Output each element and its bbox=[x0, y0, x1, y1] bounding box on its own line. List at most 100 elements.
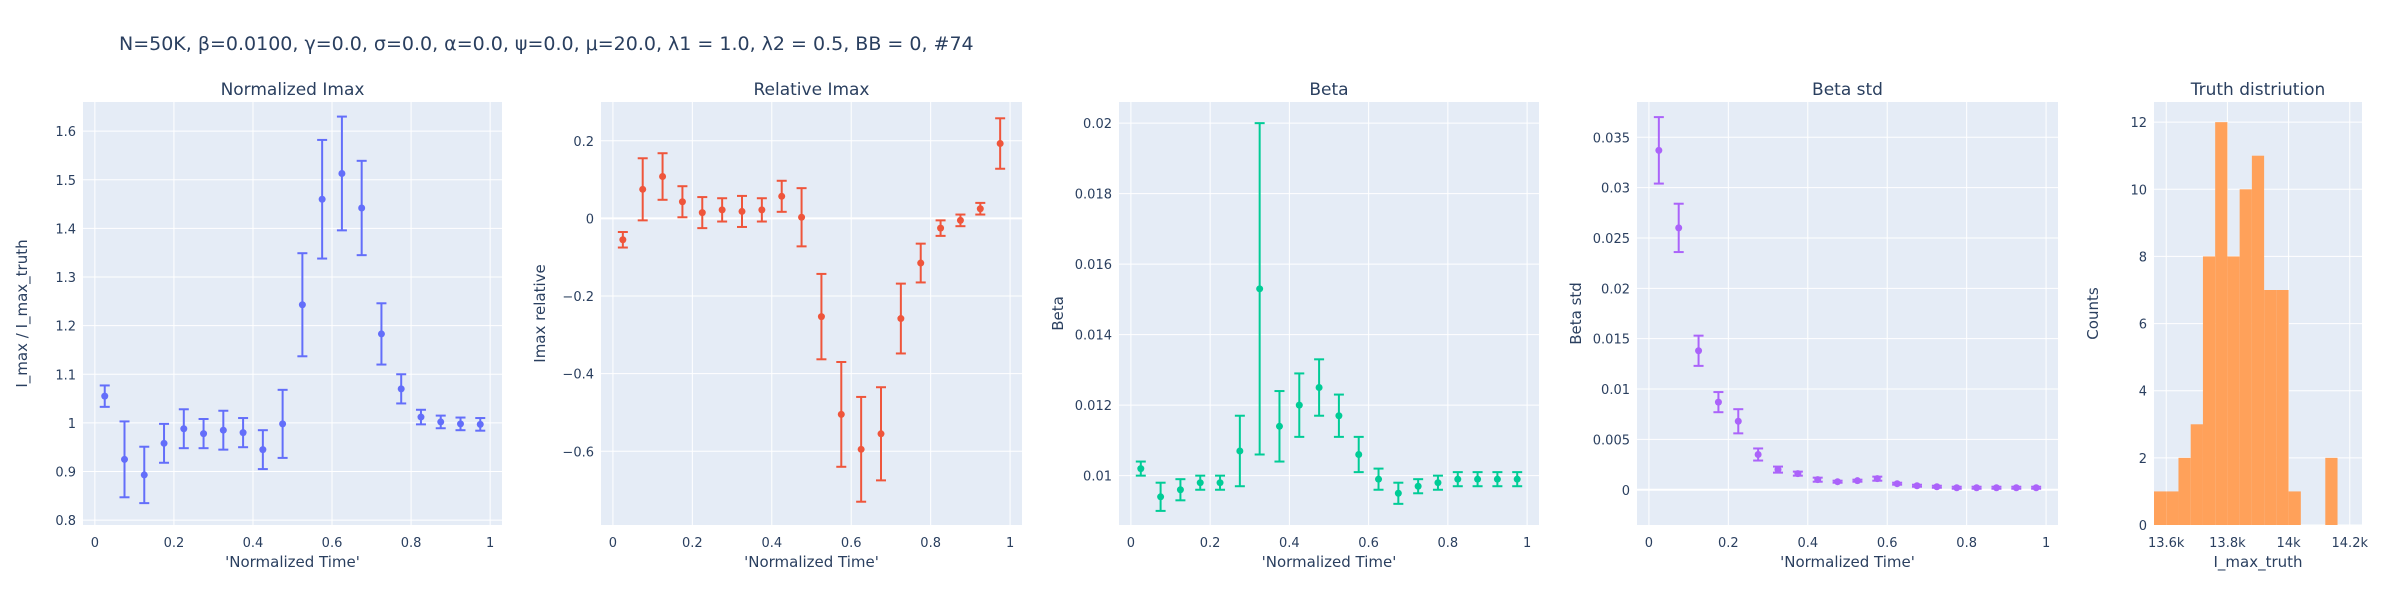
data-point[interactable] bbox=[1834, 478, 1842, 486]
data-point[interactable] bbox=[1434, 479, 1442, 487]
data-point[interactable] bbox=[1375, 475, 1383, 483]
data-point[interactable] bbox=[1754, 451, 1762, 458]
data-point[interactable] bbox=[1275, 422, 1283, 430]
data-point[interactable] bbox=[1176, 486, 1184, 494]
data-point[interactable] bbox=[180, 425, 188, 433]
histogram-bar[interactable] bbox=[2288, 491, 2301, 525]
data-point[interactable] bbox=[377, 330, 385, 338]
data-point[interactable] bbox=[1953, 484, 1961, 492]
panel-title: Normalized Imax bbox=[221, 80, 365, 100]
data-point[interactable] bbox=[121, 455, 129, 463]
data-point[interactable] bbox=[897, 315, 905, 323]
data-point[interactable] bbox=[160, 439, 168, 447]
plot-background bbox=[1119, 102, 1539, 525]
data-point[interactable] bbox=[996, 140, 1004, 148]
histogram-bar[interactable] bbox=[2215, 122, 2228, 526]
data-point[interactable] bbox=[358, 204, 366, 212]
data-point[interactable] bbox=[259, 446, 267, 454]
data-point[interactable] bbox=[397, 385, 405, 393]
data-point[interactable] bbox=[937, 224, 945, 232]
data-point[interactable] bbox=[817, 313, 825, 321]
data-point[interactable] bbox=[1794, 470, 1802, 478]
data-point[interactable] bbox=[239, 429, 247, 437]
data-point[interactable] bbox=[219, 426, 227, 434]
data-point[interactable] bbox=[279, 420, 287, 428]
data-point[interactable] bbox=[1853, 477, 1861, 485]
data-point[interactable] bbox=[1992, 484, 2000, 492]
histogram-bar[interactable] bbox=[2239, 189, 2252, 526]
data-point[interactable] bbox=[1973, 484, 1981, 492]
histogram-bar[interactable] bbox=[2154, 491, 2167, 525]
data-point[interactable] bbox=[778, 192, 786, 200]
data-point[interactable] bbox=[1714, 398, 1722, 406]
y-axis-label: Counts bbox=[2084, 287, 2102, 340]
data-point[interactable] bbox=[1913, 482, 1921, 490]
data-point[interactable] bbox=[1655, 146, 1663, 154]
data-point[interactable] bbox=[1493, 475, 1501, 483]
data-point[interactable] bbox=[1394, 489, 1402, 497]
histogram-bar[interactable] bbox=[2264, 290, 2277, 525]
data-point[interactable] bbox=[1774, 466, 1782, 474]
data-point[interactable] bbox=[1137, 465, 1145, 473]
data-point[interactable] bbox=[639, 185, 647, 193]
histogram-bar[interactable] bbox=[2276, 290, 2289, 525]
data-point[interactable] bbox=[976, 205, 984, 213]
data-point[interactable] bbox=[857, 445, 865, 453]
data-point[interactable] bbox=[798, 213, 806, 221]
histogram-bar[interactable] bbox=[2166, 491, 2179, 525]
data-point[interactable] bbox=[837, 410, 845, 418]
data-point[interactable] bbox=[1695, 347, 1703, 355]
data-point[interactable] bbox=[338, 169, 346, 177]
data-point[interactable] bbox=[718, 206, 726, 214]
data-point[interactable] bbox=[1814, 476, 1822, 484]
data-point[interactable] bbox=[1157, 493, 1165, 501]
data-point[interactable] bbox=[1873, 475, 1881, 483]
data-point[interactable] bbox=[1933, 483, 1941, 491]
histogram-bar[interactable] bbox=[2227, 256, 2240, 525]
data-point[interactable] bbox=[877, 430, 885, 438]
data-point[interactable] bbox=[1236, 447, 1244, 455]
data-point[interactable] bbox=[140, 471, 148, 479]
data-point[interactable] bbox=[1335, 412, 1343, 420]
histogram-bar[interactable] bbox=[2325, 457, 2338, 525]
data-point[interactable] bbox=[476, 420, 484, 428]
data-point[interactable] bbox=[1513, 475, 1521, 483]
histogram-bar[interactable] bbox=[2251, 155, 2265, 525]
x-axis-label: 'Normalized Time' bbox=[744, 553, 879, 571]
histogram-bar[interactable] bbox=[2178, 457, 2191, 525]
y-tick-label: 0.8 bbox=[55, 514, 76, 529]
histogram-bar[interactable] bbox=[2202, 256, 2216, 525]
data-point[interactable] bbox=[1734, 417, 1742, 425]
data-point[interactable] bbox=[1196, 479, 1204, 487]
data-point[interactable] bbox=[758, 206, 766, 214]
data-point[interactable] bbox=[956, 216, 964, 224]
data-point[interactable] bbox=[1256, 285, 1264, 293]
x-tick-label: 0 bbox=[1645, 536, 1653, 551]
y-tick-label: 6 bbox=[2139, 318, 2147, 333]
data-point[interactable] bbox=[917, 259, 925, 267]
data-point[interactable] bbox=[1295, 401, 1303, 409]
data-point[interactable] bbox=[1893, 480, 1901, 488]
data-point[interactable] bbox=[698, 209, 706, 217]
data-point[interactable] bbox=[1216, 479, 1224, 487]
histogram-bar[interactable] bbox=[2190, 424, 2203, 525]
data-point[interactable] bbox=[1675, 224, 1683, 232]
data-point[interactable] bbox=[678, 198, 686, 206]
data-point[interactable] bbox=[1315, 384, 1323, 392]
data-point[interactable] bbox=[200, 430, 208, 438]
data-point[interactable] bbox=[101, 392, 109, 400]
data-point[interactable] bbox=[437, 418, 445, 426]
data-point[interactable] bbox=[298, 301, 306, 309]
data-point[interactable] bbox=[1474, 475, 1482, 483]
data-point[interactable] bbox=[659, 173, 667, 181]
data-point[interactable] bbox=[417, 413, 425, 421]
data-point[interactable] bbox=[619, 236, 627, 244]
data-point[interactable] bbox=[1414, 482, 1422, 490]
data-point[interactable] bbox=[1454, 475, 1462, 483]
data-point[interactable] bbox=[318, 195, 326, 203]
data-point[interactable] bbox=[456, 420, 464, 428]
data-point[interactable] bbox=[1355, 451, 1363, 458]
data-point[interactable] bbox=[2032, 484, 2040, 492]
data-point[interactable] bbox=[738, 207, 746, 215]
data-point[interactable] bbox=[2012, 484, 2020, 492]
